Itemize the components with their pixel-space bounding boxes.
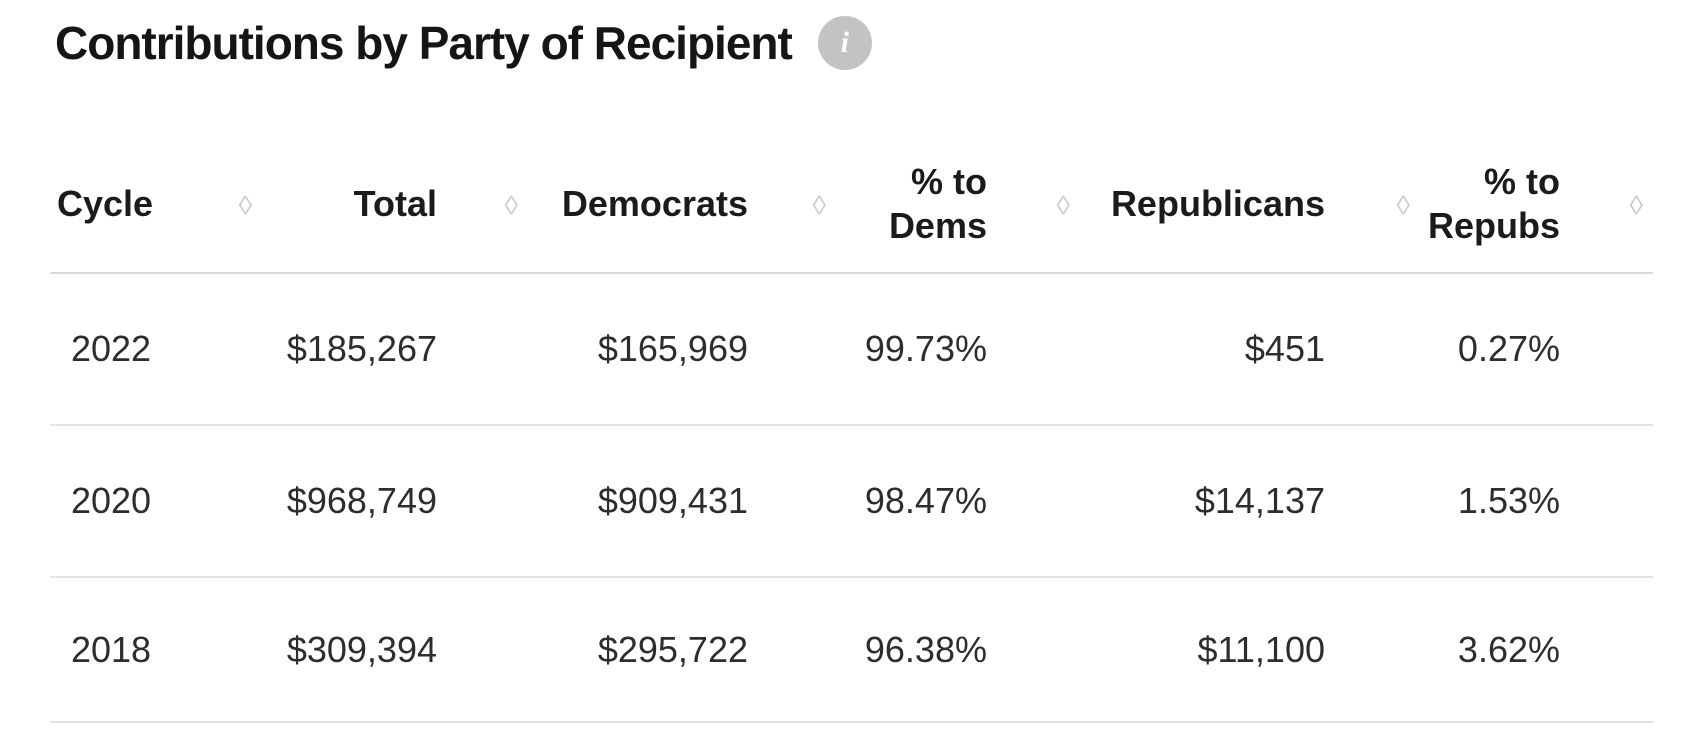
- cell-cycle: 2018: [50, 577, 262, 723]
- sort-icon[interactable]: ◊: [504, 190, 518, 221]
- cell-democrats: $909,431: [528, 425, 836, 578]
- column-header-democrats[interactable]: Democrats ◊: [528, 78, 836, 274]
- cell-total: $185,267: [262, 273, 528, 426]
- table-row: 2022 $185,267 $165,969 99.73% $451 0.27%: [50, 273, 1653, 426]
- cell-pct-repubs: 1.53%: [1420, 425, 1653, 578]
- column-header-label: Republicans: [1110, 183, 1325, 224]
- column-header-label: Democrats: [561, 183, 748, 224]
- cell-pct-dems: 98.47%: [836, 425, 1080, 578]
- cell-pct-dems: 96.38%: [836, 577, 1080, 723]
- sort-icon[interactable]: ◊: [1629, 190, 1643, 221]
- cell-pct-repubs: 0.27%: [1420, 273, 1653, 426]
- title-row: Contributions by Party of Recipient i: [55, 16, 872, 70]
- sort-icon[interactable]: ◊: [238, 190, 252, 221]
- cell-republicans: $11,100: [1080, 577, 1420, 723]
- column-header-pct-to-repubs[interactable]: % to Repubs ◊: [1420, 78, 1653, 274]
- sort-icon[interactable]: ◊: [1396, 190, 1410, 221]
- column-header-pct-to-dems[interactable]: % to Dems ◊: [836, 78, 1080, 274]
- cell-total: $309,394: [262, 577, 528, 723]
- cell-pct-repubs: 3.62%: [1420, 577, 1653, 723]
- table-row: 2018 $309,394 $295,722 96.38% $11,100 3.…: [50, 577, 1653, 723]
- column-header-label: % to: [1484, 161, 1560, 202]
- info-icon[interactable]: i: [817, 16, 872, 70]
- table-row: 2020 $968,749 $909,431 98.47% $14,137 1.…: [50, 425, 1653, 578]
- column-header-republicans[interactable]: Republicans ◊: [1080, 78, 1420, 274]
- column-header-label: Total: [353, 183, 437, 224]
- contributions-table: Cycle ◊ Total ◊ Democrats ◊ % to Dems: [50, 78, 1653, 723]
- sort-icon[interactable]: ◊: [812, 190, 826, 221]
- column-header-label: % to: [911, 161, 987, 202]
- column-header-label: Cycle: [57, 183, 154, 224]
- column-header-cycle[interactable]: Cycle ◊: [50, 78, 262, 274]
- column-header-total[interactable]: Total ◊: [262, 78, 528, 274]
- sort-icon[interactable]: ◊: [1056, 190, 1070, 221]
- cell-republicans: $451: [1080, 273, 1420, 426]
- cell-democrats: $295,722: [528, 577, 836, 723]
- cell-cycle: 2020: [50, 425, 262, 578]
- column-header-label-line2: Dems: [888, 205, 987, 246]
- cell-democrats: $165,969: [528, 273, 836, 426]
- header-row: Cycle ◊ Total ◊ Democrats ◊ % to Dems: [50, 78, 1653, 274]
- cell-republicans: $14,137: [1080, 425, 1420, 578]
- cell-cycle: 2022: [50, 273, 262, 426]
- cell-total: $968,749: [262, 425, 528, 578]
- column-header-label-line2: Repubs: [1427, 205, 1560, 246]
- cell-pct-dems: 99.73%: [836, 273, 1080, 426]
- page-title: Contributions by Party of Recipient: [55, 16, 793, 69]
